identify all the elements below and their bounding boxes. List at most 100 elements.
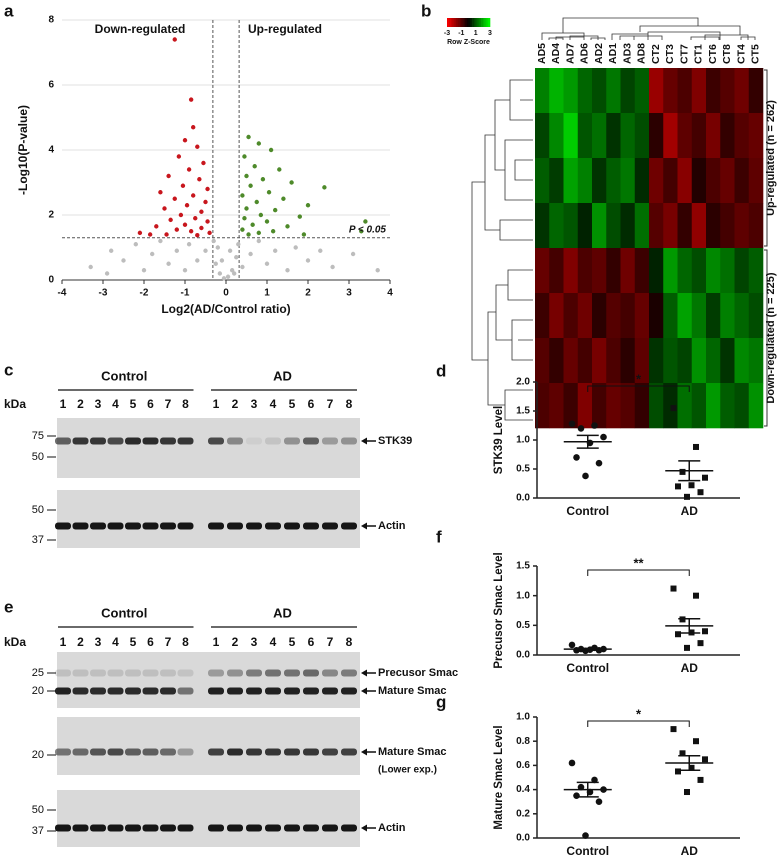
x-tick-label: AD [681, 844, 699, 857]
band-label: Precusor Smac [378, 667, 458, 679]
heatmap-cell [549, 113, 564, 159]
band [341, 437, 357, 445]
heatmap-cell [620, 383, 636, 429]
heatmap-cell [620, 338, 636, 384]
heatmap-cell [649, 293, 664, 339]
point [211, 238, 216, 244]
panel-letter: d [436, 361, 446, 380]
colorbar-title: Row Z-Score [447, 39, 490, 46]
lane-label: 2 [232, 635, 239, 649]
x-tick-label: Control [566, 504, 609, 518]
colorbar-step [470, 18, 473, 27]
band [72, 748, 89, 756]
band [177, 824, 194, 832]
colorbar-step [452, 18, 455, 27]
point [172, 37, 177, 42]
band [142, 669, 159, 677]
point [568, 420, 576, 428]
heatmap-cell [706, 68, 721, 114]
x-tick-label: 3 [346, 288, 352, 299]
blot-strip [57, 652, 360, 708]
point [266, 190, 272, 195]
point [186, 167, 192, 172]
point [297, 214, 302, 219]
y-tick-label: 0.6 [516, 760, 530, 771]
lane-label: 8 [346, 397, 353, 411]
heatmap-cell [563, 113, 579, 159]
band [125, 824, 141, 832]
band [72, 687, 89, 695]
point [270, 229, 276, 234]
heatmap-cell [677, 158, 693, 204]
band [265, 687, 281, 695]
point [199, 209, 204, 214]
band [72, 824, 89, 832]
band [227, 748, 243, 756]
band [177, 437, 194, 445]
point [268, 147, 274, 153]
point [577, 425, 585, 432]
arrow-head [361, 669, 367, 677]
heatmap-cell [649, 68, 664, 114]
band [246, 687, 262, 695]
group-bracket [764, 249, 768, 427]
lane-label: 6 [308, 397, 315, 411]
heatmap-cell [677, 383, 693, 429]
heatmap-cell [563, 383, 579, 429]
band [177, 687, 194, 695]
band [125, 748, 141, 756]
colorbar-step [457, 18, 460, 27]
y-tick-label: 1.5 [516, 561, 530, 572]
panel-letter: c [4, 360, 13, 379]
point [234, 255, 239, 260]
heatmap-cell [592, 68, 607, 114]
y-tick-label: 1.0 [516, 435, 530, 446]
band [107, 437, 124, 445]
point [201, 160, 206, 166]
y-tick-label: 4 [48, 145, 54, 156]
lane-label: 1 [60, 635, 67, 649]
band [227, 687, 243, 695]
heatmap-cell [663, 113, 678, 159]
heatmap-cell [677, 338, 693, 384]
band-label: Mature Smac [378, 685, 446, 697]
point [305, 258, 311, 263]
point [121, 258, 126, 263]
band [303, 522, 319, 530]
band [284, 437, 300, 445]
point [277, 167, 282, 172]
point [582, 832, 589, 839]
heatmap-cell [706, 158, 721, 204]
heatmap-cell [691, 293, 707, 339]
point [301, 232, 307, 237]
annotation: Down-regulated [95, 22, 186, 36]
heatmap-cell [563, 158, 579, 204]
lane-label: 5 [130, 397, 137, 411]
band [55, 687, 71, 695]
heatmap-cell [734, 383, 750, 429]
heatmap-cell [606, 293, 621, 339]
band [341, 748, 357, 756]
heatmap-cell [535, 248, 550, 294]
point [675, 631, 681, 638]
lane-label: 2 [232, 397, 239, 411]
heatmap-cell [634, 248, 650, 294]
heatmap-cell [549, 203, 564, 249]
point [684, 493, 690, 500]
point [568, 641, 576, 649]
heatmap-cell [535, 68, 550, 114]
point [688, 764, 695, 771]
heatmap-cell [592, 338, 607, 384]
point [702, 474, 708, 481]
y-tick-label: 0.8 [516, 736, 530, 747]
panel-letter: b [421, 1, 431, 20]
group-label: Control [101, 605, 147, 620]
point [273, 207, 278, 213]
band [246, 748, 262, 756]
arrow-head [361, 824, 367, 832]
column-label: CT6 [707, 44, 719, 64]
x-tick-label: -4 [58, 288, 67, 299]
band [107, 824, 124, 832]
y-axis-label: -Log10(P-value) [16, 105, 30, 195]
heatmap-cell [663, 68, 678, 114]
